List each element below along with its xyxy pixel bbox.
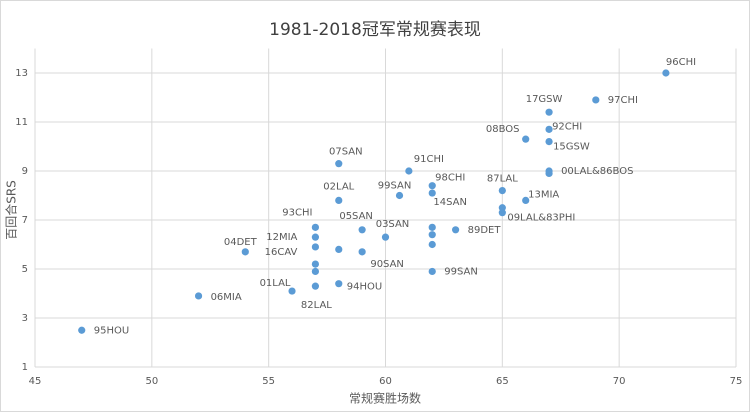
point-label: 08BOS [486,124,520,135]
point-label: 13MIA [528,189,559,200]
point-label: 89DET [468,225,502,236]
point [428,240,436,249]
x-axis-label: 常规赛胜场数 [349,391,421,406]
point [545,169,553,178]
point [428,231,436,239]
point-label: 03SAN [376,219,410,230]
point [311,267,319,276]
point [592,96,600,104]
point-label: 87LAL [487,174,518,185]
y-axis-label: 百回合SRS [4,180,19,240]
x-tick-label: 60 [379,376,392,387]
point [311,223,319,231]
point [311,243,319,251]
x-tick-label: 45 [29,376,42,387]
point-label: 97CHI [608,95,638,106]
x-tick-label: 55 [262,376,275,387]
point-label: 00LAL&86BOS [561,166,633,177]
y-tick-label: 3 [22,313,28,324]
point-label: 05SAN [339,211,373,222]
point [428,223,436,231]
point [545,138,553,146]
x-tick-label: 75 [730,376,743,387]
point-label: 12MIA [266,232,297,243]
point-label: 15GSW [553,142,590,153]
point [522,135,530,143]
point-label: 04DET [224,237,258,248]
point-label: 82LAL [301,300,332,311]
y-tick-label: 7 [22,215,28,226]
point-label: 09LAL&83PHI [507,213,575,224]
point [545,125,553,133]
point-label: 07SAN [329,147,363,158]
point-label: 02LAL [323,181,354,192]
point [194,292,203,300]
point [358,226,366,234]
point-label: 17GSW [526,94,563,105]
x-tick-label: 70 [613,376,626,387]
point [545,108,553,116]
point-label: 92CHI [552,121,582,132]
point-label: 99SAN [378,181,412,192]
point-label: 98CHI [435,173,465,184]
point [498,187,506,195]
point [335,245,343,253]
point [428,189,436,197]
point [288,287,296,295]
point-label: 16CAV [265,247,298,258]
point-label: 99SAN [444,266,478,277]
point [311,282,319,290]
point-label: 96CHI [666,57,696,68]
point [335,160,343,168]
point [311,260,319,268]
point-label: 95HOU [94,325,129,336]
point [381,233,390,241]
y-tick-label: 1 [22,362,28,373]
x-tick-label: 65 [496,376,509,387]
point [498,209,506,217]
x-tick-label: 50 [145,376,158,387]
point [522,196,530,204]
point-label: 06MIA [211,292,242,303]
point [335,280,343,288]
point [405,167,413,175]
point [428,182,436,190]
point [452,226,460,234]
point-label: 94HOU [347,282,382,293]
point [395,191,404,200]
point-label: 91CHI [414,154,444,165]
point [662,69,670,77]
point-label: 90SAN [370,259,404,270]
y-tick-label: 11 [15,117,28,128]
point [428,267,436,276]
y-tick-label: 13 [15,68,28,79]
point-label: 93CHI [282,207,312,218]
point [241,248,249,256]
point [358,248,366,256]
chart-title: 1981-2018冠军常规赛表现 [269,19,481,40]
point-label: 01LAL [260,278,291,289]
y-tick-label: 9 [22,166,28,177]
point [78,326,86,334]
point [335,196,343,204]
point-label: 14SAN [433,197,467,208]
point [311,233,319,241]
y-tick-label: 5 [22,264,28,275]
